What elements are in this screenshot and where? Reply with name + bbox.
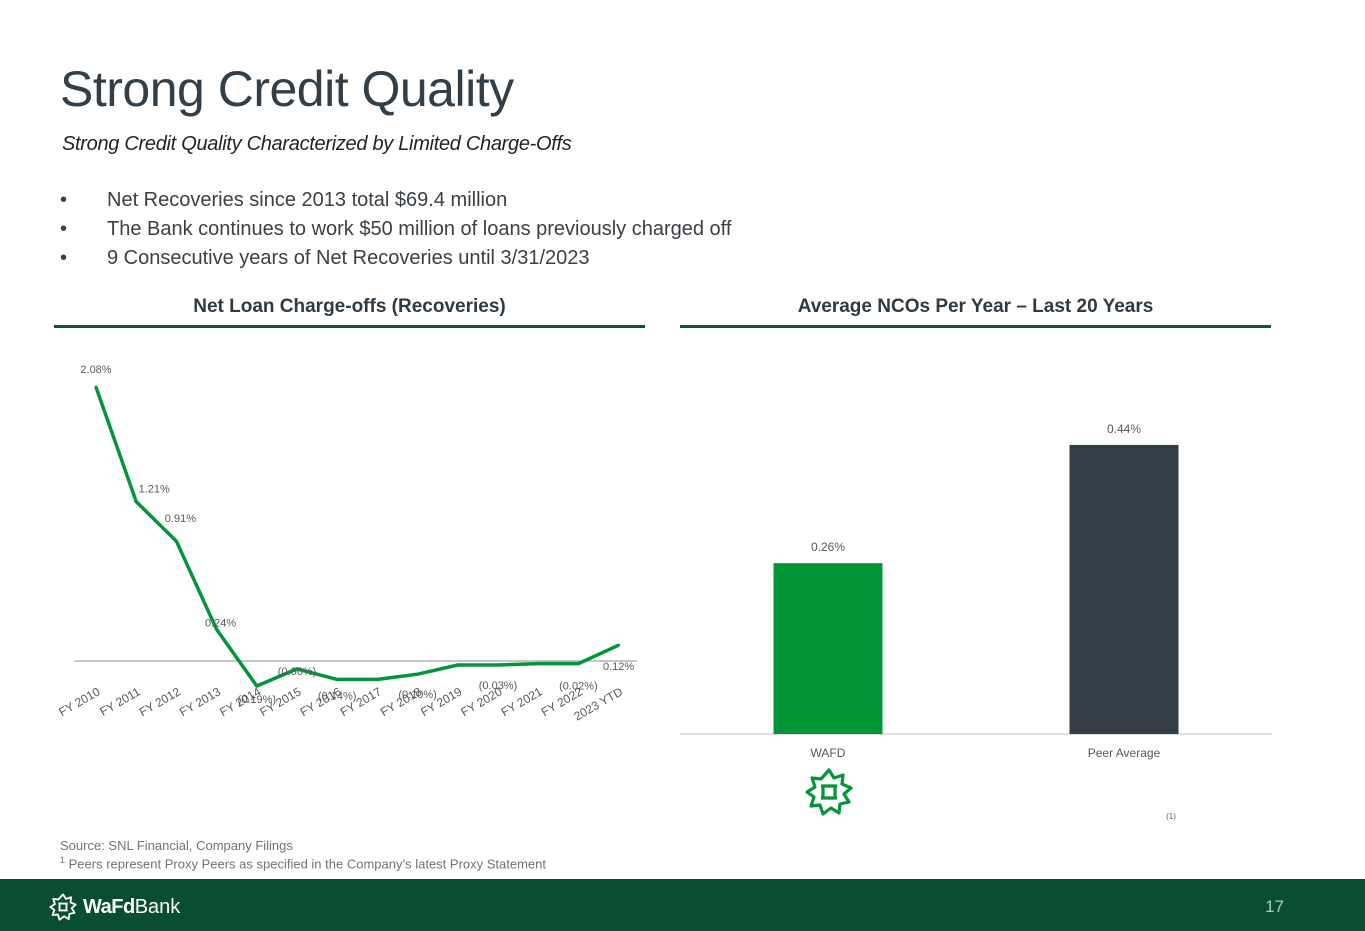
data-point bbox=[255, 684, 259, 688]
bullet-text: Net Recoveries since 2013 total $69.4 mi… bbox=[107, 189, 508, 211]
bar-value-label: 0.26% bbox=[811, 540, 845, 554]
bullet-text: 9 Consecutive years of Net Recoveries un… bbox=[107, 247, 590, 269]
data-point bbox=[174, 539, 178, 543]
bullet-item: • 9 Consecutive years of Net Recoveries u… bbox=[60, 244, 731, 273]
bar-category-label: Peer Average bbox=[1088, 746, 1161, 760]
data-label: 0.24% bbox=[205, 617, 236, 629]
bar bbox=[1069, 444, 1179, 734]
data-label: (0.06%) bbox=[278, 666, 317, 678]
brand-star-icon bbox=[49, 893, 77, 921]
line-chart-rule bbox=[54, 325, 645, 328]
data-label: (0.03%) bbox=[479, 680, 518, 692]
data-label: (0.02%) bbox=[559, 681, 598, 693]
bar-category-label: WAFD bbox=[811, 746, 846, 760]
data-point bbox=[576, 662, 580, 666]
data-point bbox=[295, 667, 299, 671]
bullet-item: • The Bank continues to work $50 million … bbox=[60, 215, 731, 244]
data-point bbox=[335, 677, 339, 681]
page-number: 17 bbox=[1265, 897, 1284, 916]
bar bbox=[773, 563, 883, 734]
bullet-text: The Bank continues to work $50 million o… bbox=[107, 218, 732, 240]
brand-logo: WaFd Bank bbox=[47, 892, 180, 922]
data-point bbox=[416, 672, 420, 676]
bar-chart-title: Average NCOs Per Year – Last 20 Years bbox=[797, 296, 1154, 317]
footer-bar: WaFd Bank 17 bbox=[0, 879, 1365, 931]
data-point bbox=[215, 627, 219, 631]
footnote-text: Peers represent Proxy Peers as specified… bbox=[65, 856, 547, 872]
data-point bbox=[134, 500, 138, 504]
bullet-dot-icon: • bbox=[60, 218, 68, 240]
data-label: 1.21% bbox=[139, 484, 170, 496]
data-point bbox=[536, 662, 540, 666]
footnote-mark: 1 bbox=[60, 855, 66, 865]
data-label: (0.10%) bbox=[398, 689, 437, 701]
footnote: 1 Peers represent Proxy Peers as specifi… bbox=[60, 853, 546, 871]
data-point bbox=[375, 677, 379, 681]
bar-value-label: 0.44% bbox=[1107, 422, 1141, 436]
source-text: Source: SNL Financial, Company Filings bbox=[60, 838, 293, 853]
data-point bbox=[94, 385, 98, 389]
brand-name-bold: WaFd bbox=[83, 895, 135, 918]
brand-name-regular: Bank bbox=[134, 895, 181, 918]
bullet-list: • Net Recoveries since 2013 total $69.4 m… bbox=[60, 186, 731, 273]
slide-subtitle: Strong Credit Quality Characterized by L… bbox=[62, 133, 572, 155]
data-label: 0.12% bbox=[603, 661, 634, 673]
data-label: (0.14%) bbox=[318, 690, 357, 702]
bullet-dot-icon: • bbox=[60, 247, 68, 269]
series-line bbox=[94, 386, 620, 688]
data-point bbox=[456, 663, 460, 667]
bullet-item: • Net Recoveries since 2013 total $69.4 m… bbox=[60, 186, 731, 215]
source-note: Source: SNL Financial, Company Filings 1… bbox=[60, 838, 546, 871]
data-label: (0.19%) bbox=[238, 694, 277, 706]
data-label: 0.91% bbox=[165, 513, 196, 525]
data-point bbox=[617, 643, 621, 647]
line-chart-title: Net Loan Charge-offs (Recoveries) bbox=[193, 296, 506, 317]
footnote-ref-label: (1) bbox=[1166, 812, 1176, 821]
data-point bbox=[496, 663, 500, 667]
bar-chart-rule bbox=[680, 325, 1271, 328]
data-label: 2.08% bbox=[80, 364, 111, 376]
bullet-dot-icon: • bbox=[60, 189, 68, 211]
slide-title: Strong Credit Quality bbox=[60, 61, 514, 117]
wafd-logo-icon bbox=[805, 768, 853, 816]
